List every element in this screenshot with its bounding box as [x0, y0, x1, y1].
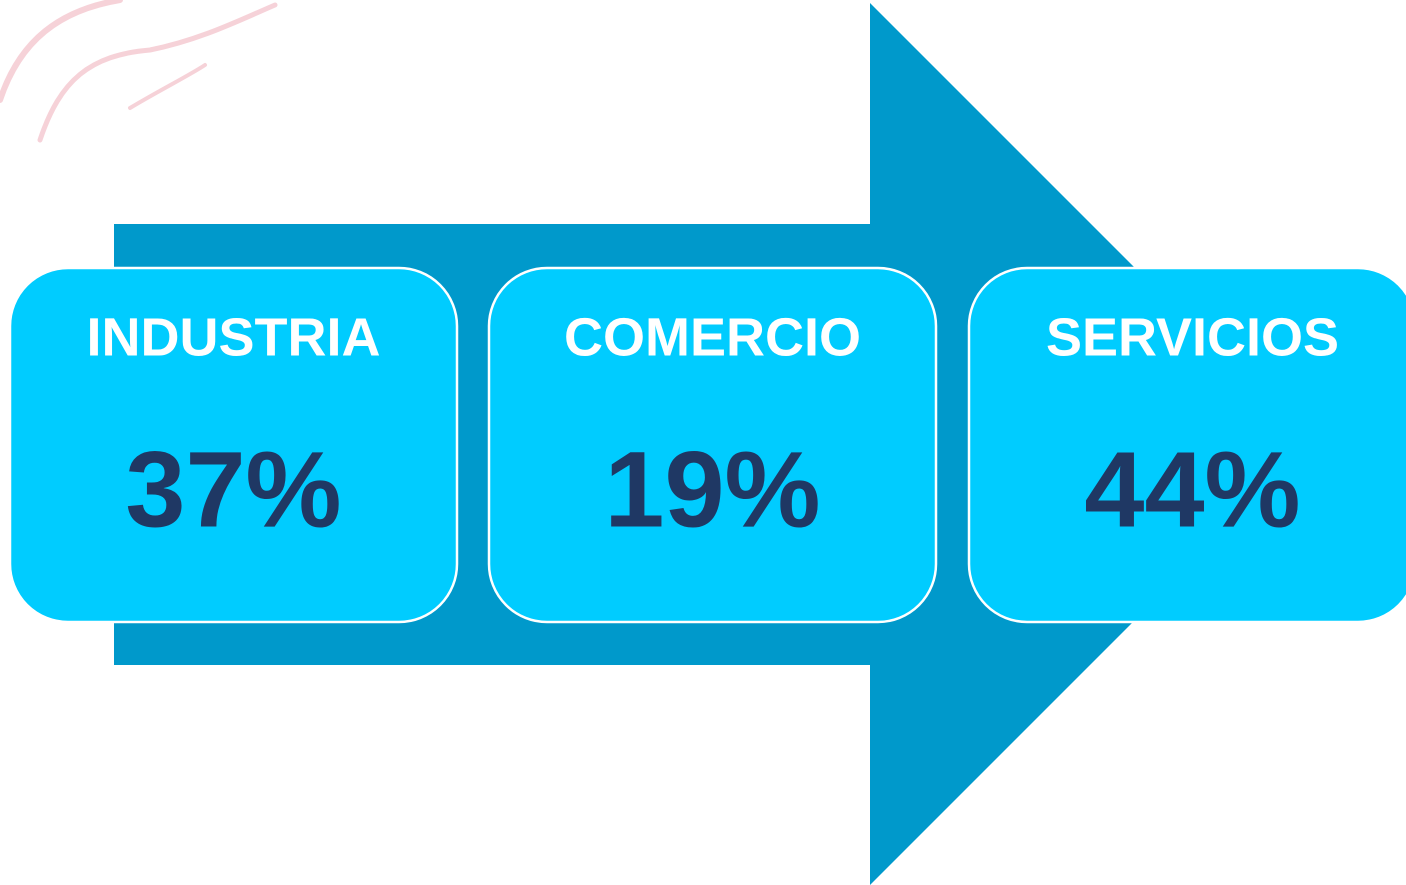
card-label: COMERCIO [564, 307, 861, 367]
card-value: 44% [1084, 429, 1300, 550]
boxes: INDUSTRIA 37% COMERCIO 19% SERVICIOS 44% [10, 268, 1406, 622]
card-label: SERVICIOS [1046, 307, 1339, 367]
card-label: INDUSTRIA [87, 307, 381, 367]
card-value: 19% [604, 429, 820, 550]
diagram: INDUSTRIA 37% COMERCIO 19% SERVICIOS 44% [0, 0, 1406, 885]
decoration [0, 0, 275, 140]
card-value: 37% [125, 429, 341, 550]
